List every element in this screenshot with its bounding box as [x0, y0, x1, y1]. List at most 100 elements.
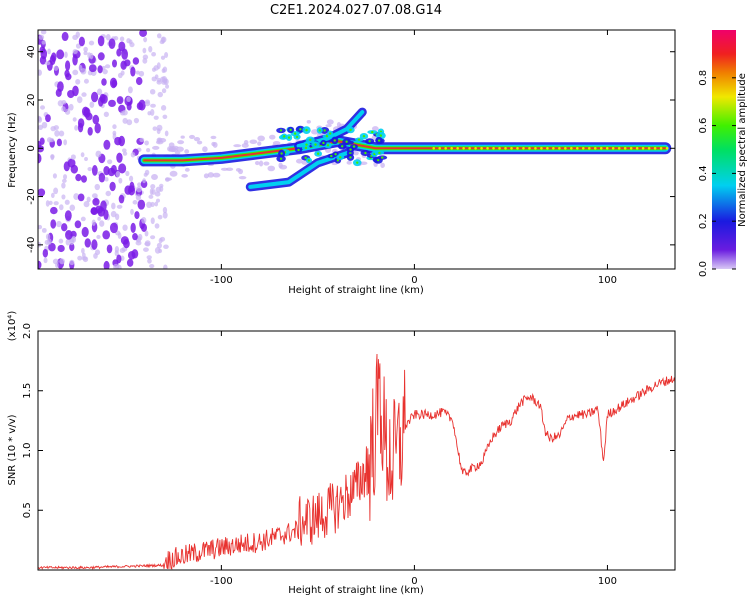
noise-blob	[101, 78, 107, 86]
noise-blob	[115, 170, 121, 178]
track-blob-core	[307, 159, 311, 162]
noise-blob	[149, 263, 155, 269]
halo-blob	[180, 135, 185, 139]
halo-blob	[169, 170, 178, 177]
halo-blob	[212, 172, 221, 178]
noise-blob	[92, 114, 100, 125]
noise-blob	[40, 105, 46, 110]
noise-blob	[91, 165, 98, 176]
steady-highlight	[438, 146, 441, 150]
spectrogram-xlabel: Height of straight line (km)	[288, 285, 424, 296]
track-blob-core	[289, 128, 292, 132]
noise-blob	[139, 30, 148, 37]
steady-highlight	[564, 146, 567, 150]
halo-blob	[254, 161, 260, 166]
halo-blob	[295, 158, 303, 164]
track-blob-core	[326, 144, 330, 147]
noise-blob	[154, 201, 159, 207]
snr-xtick-label: 0	[411, 576, 417, 587]
halo-blob	[210, 135, 217, 140]
colorbar-tick-label: 0.0	[698, 261, 709, 277]
noise-blob	[50, 192, 55, 199]
track-blob-core	[368, 140, 371, 143]
figure-title: C2E1.2024.027.07.08.G14	[270, 3, 442, 18]
noise-blob	[50, 219, 57, 229]
halo-blob	[202, 146, 208, 153]
halo-blob	[152, 145, 160, 150]
halo-blob	[359, 161, 368, 165]
snr-panel: -100 0 100 0.5 1.0 1.5 2.0 Height of straight …	[7, 311, 676, 596]
track-blob-core	[357, 138, 361, 141]
noise-blob	[112, 124, 117, 130]
noise-blob	[129, 42, 135, 48]
noise-blob	[99, 220, 105, 227]
steady-highlight	[492, 146, 495, 150]
noise-blob	[126, 119, 133, 126]
halo-blob	[272, 141, 281, 146]
noise-blob	[94, 123, 101, 134]
noise-blob	[158, 248, 163, 254]
halo-blob	[326, 119, 334, 125]
steady-highlight	[665, 146, 669, 150]
noise-blob	[135, 77, 143, 86]
noise-blob	[118, 177, 123, 184]
noise-blob	[105, 34, 111, 41]
noise-blob	[72, 117, 77, 122]
steady-highlight	[582, 146, 585, 150]
noise-blob	[75, 173, 82, 182]
track-blob-core	[339, 156, 342, 159]
noise-blob	[77, 193, 85, 202]
noise-blob	[58, 130, 65, 137]
noise-blob	[83, 201, 90, 208]
noise-blob	[162, 211, 168, 219]
colorbar-tick-label: 0.2	[698, 213, 709, 229]
noise-blob	[123, 239, 130, 249]
noise-blob	[97, 65, 103, 74]
snr-ytick-label: 2.0	[22, 323, 33, 339]
track-blob-core	[314, 143, 317, 146]
noise-blob	[148, 45, 153, 53]
spectrogram-ytick-label: 0	[26, 145, 37, 151]
steady-highlight	[647, 146, 651, 150]
noise-blob	[53, 187, 59, 195]
halo-blob	[168, 146, 177, 153]
noise-blob	[59, 258, 65, 265]
noise-blob	[103, 111, 109, 118]
noise-blob	[91, 239, 98, 250]
colorbar-label: Normalized spectral amplitude	[737, 73, 748, 227]
steady-highlight	[576, 146, 579, 150]
halo-blob	[371, 126, 379, 132]
noise-blob	[116, 204, 123, 209]
noise-blob	[39, 56, 47, 65]
noise-blob	[156, 62, 161, 70]
noise-blob	[162, 206, 168, 214]
noise-blob	[45, 233, 51, 240]
colorbar-tick-label: 0.6	[698, 118, 709, 134]
noise-blob	[144, 101, 151, 107]
snr-xtick-label: -100	[210, 576, 233, 587]
halo-blob	[258, 160, 264, 167]
halo-blob	[257, 135, 265, 142]
track-blob-core	[295, 135, 299, 139]
track-blob-core	[345, 140, 348, 143]
steady-highlight	[498, 146, 501, 150]
noise-blob	[96, 234, 101, 240]
halo-blob	[193, 136, 201, 142]
noise-blob	[70, 154, 76, 160]
halo-blob	[177, 140, 185, 145]
noise-blob	[46, 238, 52, 245]
track-blob-core	[333, 139, 336, 142]
spectrogram-xtick-label: -100	[210, 275, 233, 286]
steady-highlight	[558, 146, 561, 150]
track-blob-core	[293, 132, 297, 135]
steady-highlight	[605, 146, 609, 150]
noise-blob	[48, 242, 56, 252]
noise-blob	[156, 33, 162, 39]
noise-blob	[162, 114, 168, 120]
noise-blob	[107, 159, 113, 165]
track-blob-core	[336, 159, 340, 162]
noise-blob	[160, 105, 167, 111]
noise-blob	[161, 88, 167, 94]
halo-blob	[306, 119, 311, 124]
snr-multiplier: (x10⁴)	[7, 311, 18, 342]
